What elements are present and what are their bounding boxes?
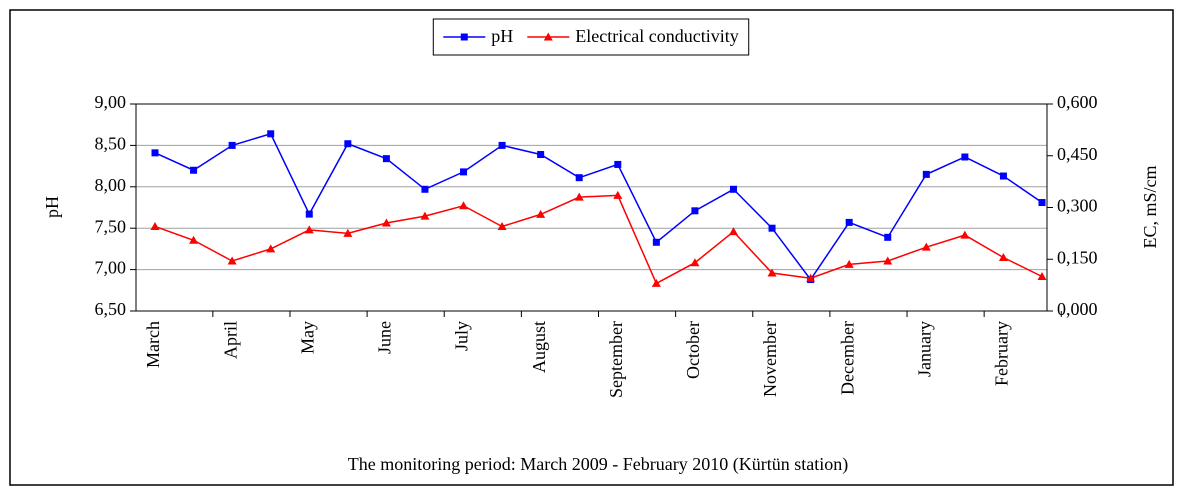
- point: [574, 192, 584, 201]
- y-tick-label: 8,50: [95, 134, 127, 154]
- y-tick-label: 7,00: [95, 258, 127, 278]
- point: [768, 224, 776, 232]
- series-line: [154, 194, 1043, 285]
- y-tick-label: 9,00: [95, 92, 127, 112]
- point: [1037, 272, 1047, 280]
- point: [999, 172, 1007, 180]
- point: [381, 218, 391, 227]
- point: [305, 210, 313, 218]
- point: [1038, 199, 1046, 207]
- point: [729, 185, 737, 193]
- point: [304, 225, 314, 234]
- point: [922, 170, 930, 178]
- x-tick-label: June: [375, 321, 395, 354]
- x-tick-label: March: [143, 321, 163, 368]
- x-tick-label: October: [683, 321, 703, 379]
- point: [497, 221, 507, 230]
- point: [767, 268, 777, 277]
- point: [884, 233, 892, 241]
- point: [998, 253, 1008, 262]
- x-tick-label: July: [452, 321, 472, 351]
- x-tick-label: April: [220, 321, 240, 359]
- point: [189, 235, 199, 244]
- legend-box: [432, 18, 750, 56]
- point: [536, 209, 546, 218]
- point: [651, 278, 661, 287]
- y2-tick-label: 0,450: [1057, 144, 1098, 164]
- point: [382, 155, 390, 163]
- point: [691, 207, 699, 215]
- point: [537, 151, 545, 159]
- point: [228, 141, 236, 149]
- y-tick-label: 7,50: [95, 216, 127, 236]
- point: [652, 238, 660, 246]
- x-tick-label: May: [297, 321, 317, 354]
- chart-border: [9, 9, 1174, 486]
- legend: pH Electrical conductivity: [432, 18, 750, 56]
- y-axis-label: pH: [42, 196, 62, 218]
- y2-tick-label: 0,150: [1057, 247, 1098, 267]
- point: [883, 256, 893, 265]
- point: [575, 174, 583, 182]
- point: [845, 218, 853, 226]
- x-tick-label: August: [529, 321, 549, 373]
- point: [227, 256, 237, 265]
- x-axis-label: The monitoring period: March 2009 - Febr…: [348, 454, 848, 475]
- y2-tick-label: 0,600: [1057, 92, 1098, 112]
- y2-tick-label: 0,300: [1057, 196, 1098, 216]
- point: [921, 242, 931, 251]
- point: [806, 273, 816, 282]
- point: [460, 168, 468, 176]
- point: [420, 211, 430, 220]
- point: [190, 166, 198, 174]
- legend-marker: [460, 33, 468, 41]
- legend-marker: [543, 32, 553, 41]
- point: [613, 190, 623, 199]
- legend-label: Electrical conductivity: [575, 26, 738, 46]
- point: [960, 230, 970, 239]
- plot-frame: [135, 103, 1048, 312]
- point: [344, 140, 352, 148]
- point: [151, 149, 159, 157]
- x-tick-label: December: [837, 321, 857, 395]
- legend-label: pH: [491, 26, 513, 46]
- point: [421, 185, 429, 193]
- point: [267, 130, 275, 138]
- x-tick-label: January: [914, 321, 934, 377]
- point: [150, 221, 160, 230]
- y-tick-label: 6,50: [95, 299, 127, 319]
- point: [498, 141, 506, 149]
- point: [690, 258, 700, 267]
- series-line: [154, 132, 1043, 281]
- x-tick-label: September: [606, 321, 626, 398]
- point: [844, 259, 854, 268]
- point: [459, 201, 469, 210]
- point: [266, 244, 276, 253]
- x-tick-label: November: [760, 321, 780, 397]
- point: [728, 227, 738, 236]
- y2-axis-label: EC, mS/cm: [1140, 165, 1160, 248]
- x-tick-label: February: [992, 321, 1012, 386]
- point: [961, 153, 969, 161]
- y2-tick-label: 0,000: [1057, 299, 1098, 319]
- point: [614, 160, 622, 168]
- y-tick-label: 8,00: [95, 175, 127, 195]
- point: [343, 228, 353, 237]
